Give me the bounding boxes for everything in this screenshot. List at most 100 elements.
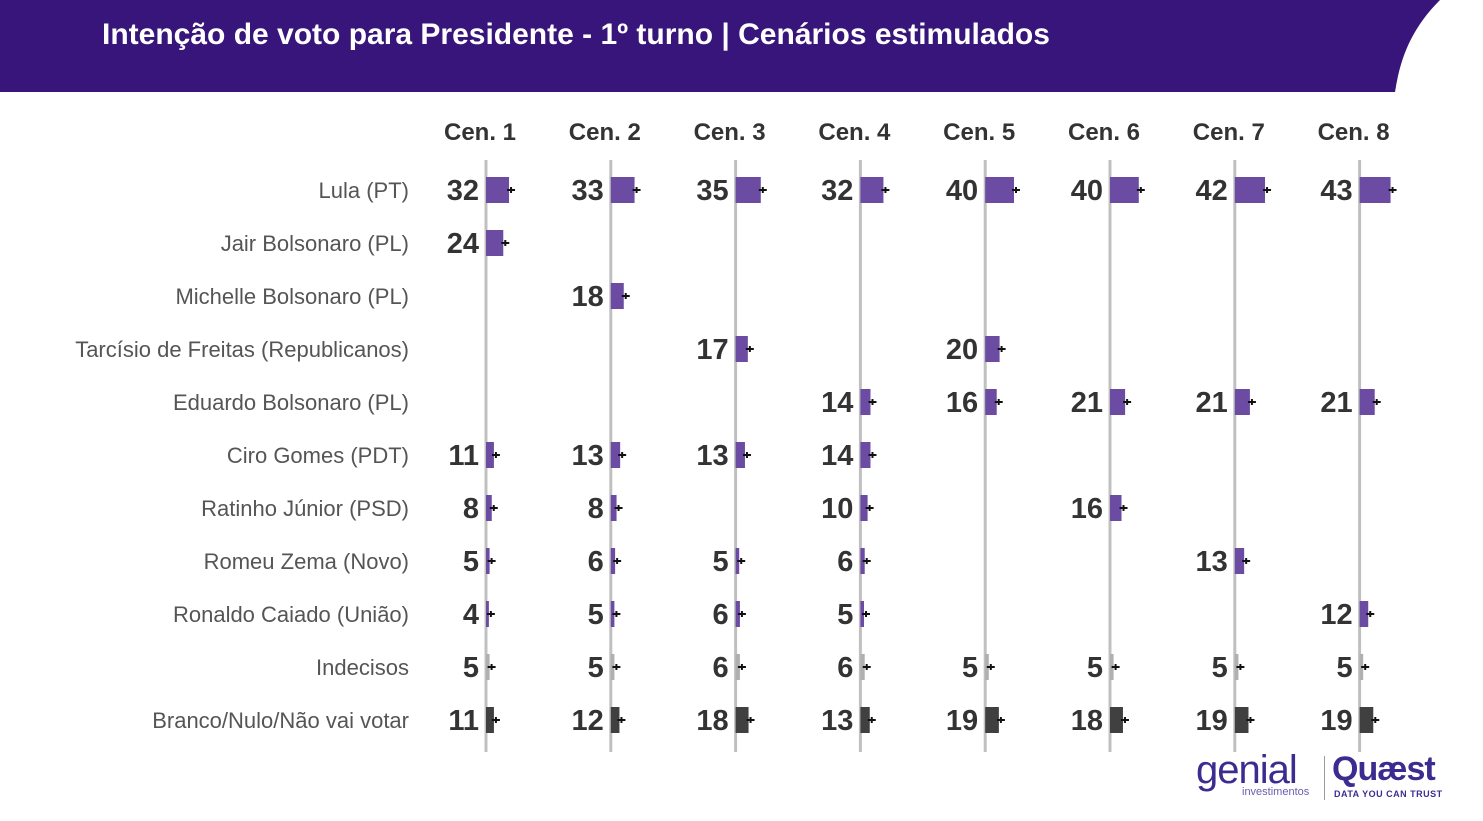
data-bar: [1234, 389, 1250, 415]
data-label: 18: [572, 281, 604, 313]
data-bar: [1234, 707, 1249, 733]
data-bar: [985, 336, 1000, 362]
data-label: 5: [463, 546, 479, 578]
category-label: Tarcísio de Freitas (Republicanos): [75, 337, 409, 362]
category-label: Jair Bolsonaro (PL): [221, 231, 409, 256]
data-label: 13: [821, 705, 853, 737]
scenario-header: Cen. 7: [1193, 119, 1265, 146]
data-label: 16: [946, 387, 978, 419]
data-label: 18: [1071, 705, 1103, 737]
data-label: 13: [696, 440, 728, 472]
data-bar: [860, 548, 865, 574]
data-bar: [1110, 389, 1126, 415]
data-bar: [610, 495, 617, 521]
data-label: 35: [696, 175, 728, 207]
data-bar: [610, 442, 621, 468]
data-bar: [610, 283, 624, 309]
data-bar: [1110, 707, 1123, 733]
data-bar: [1110, 495, 1122, 521]
data-label: 19: [946, 705, 978, 737]
scenario-header: Cen. 8: [1318, 119, 1390, 146]
category-label: Romeu Zema (Novo): [204, 549, 409, 574]
data-label: 17: [696, 334, 728, 366]
data-label: 13: [572, 440, 604, 472]
category-label: Indecisos: [316, 655, 409, 680]
data-bar: [735, 707, 749, 733]
data-label: 14: [821, 440, 853, 472]
scenario-header: Cen. 3: [694, 119, 766, 146]
data-label: 11: [448, 440, 479, 472]
data-bar: [860, 177, 884, 203]
data-label: 32: [821, 175, 853, 207]
data-bar: [985, 177, 1014, 203]
header-banner-shape: [0, 0, 1440, 92]
logo-area: genial investimentos Quæst DATA YOU CAN …: [1196, 748, 1456, 804]
data-bar: [985, 389, 997, 415]
scenario-header: Cen. 4: [818, 119, 891, 146]
data-bar: [735, 177, 761, 203]
category-label: Ronaldo Caiado (União): [173, 602, 409, 627]
data-label: 19: [1320, 705, 1352, 737]
category-label: Lula (PT): [319, 178, 409, 203]
data-label: 8: [588, 493, 604, 525]
scenario-header: Cen. 5: [943, 119, 1015, 146]
data-label: 12: [1320, 599, 1352, 631]
data-label: 12: [572, 705, 604, 737]
genial-logo: genial: [1196, 748, 1298, 792]
data-label: 5: [837, 599, 853, 631]
data-label: 5: [1336, 652, 1352, 684]
data-bar: [985, 707, 999, 733]
data-bar: [1234, 548, 1245, 574]
data-bar: [610, 548, 616, 574]
data-label: 5: [1212, 652, 1228, 684]
data-label: 16: [1071, 493, 1103, 525]
data-label: 6: [712, 652, 728, 684]
category-label: Ratinho Júnior (PSD): [201, 496, 409, 521]
data-bar: [735, 654, 740, 680]
data-bar: [735, 336, 748, 362]
data-label: 18: [696, 705, 728, 737]
data-label: 5: [712, 546, 728, 578]
data-label: 6: [837, 652, 853, 684]
quaest-logo-subtitle: DATA YOU CAN TRUST: [1334, 789, 1443, 799]
data-label: 5: [588, 599, 604, 631]
data-label: 40: [1071, 175, 1103, 207]
data-bar: [735, 442, 745, 468]
data-label: 8: [463, 493, 479, 525]
data-label: 13: [1196, 546, 1228, 578]
data-label: 43: [1320, 175, 1352, 207]
logo-divider: [1324, 756, 1325, 800]
data-label: 40: [946, 175, 978, 207]
data-label: 4: [463, 599, 479, 631]
data-label: 10: [821, 493, 853, 525]
data-label: 6: [588, 546, 604, 578]
data-label: 33: [572, 175, 604, 207]
data-bar: [610, 707, 620, 733]
data-label: 6: [712, 599, 728, 631]
category-label: Eduardo Bolsonaro (PL): [173, 390, 409, 415]
data-label: 11: [448, 705, 479, 737]
data-bar: [860, 707, 870, 733]
category-label: Michelle Bolsonaro (PL): [175, 284, 409, 309]
data-label: 21: [1071, 387, 1103, 419]
data-bar: [860, 495, 868, 521]
data-label: 5: [463, 652, 479, 684]
data-label: 21: [1320, 387, 1352, 419]
data-label: 32: [447, 175, 479, 207]
data-label: 5: [962, 652, 978, 684]
data-bar: [1359, 601, 1369, 627]
data-bar: [1110, 177, 1139, 203]
data-bar: [610, 177, 635, 203]
data-bar: [1359, 389, 1375, 415]
header-banner: [0, 0, 1440, 92]
data-bar: [1359, 177, 1391, 203]
data-label: 5: [588, 652, 604, 684]
scenario-header: Cen. 2: [569, 119, 641, 146]
category-label: Ciro Gomes (PDT): [227, 443, 409, 468]
data-bar: [860, 654, 865, 680]
data-bar: [486, 707, 494, 733]
data-bar: [486, 495, 492, 521]
data-label: 21: [1196, 387, 1228, 419]
data-bar: [486, 230, 504, 256]
